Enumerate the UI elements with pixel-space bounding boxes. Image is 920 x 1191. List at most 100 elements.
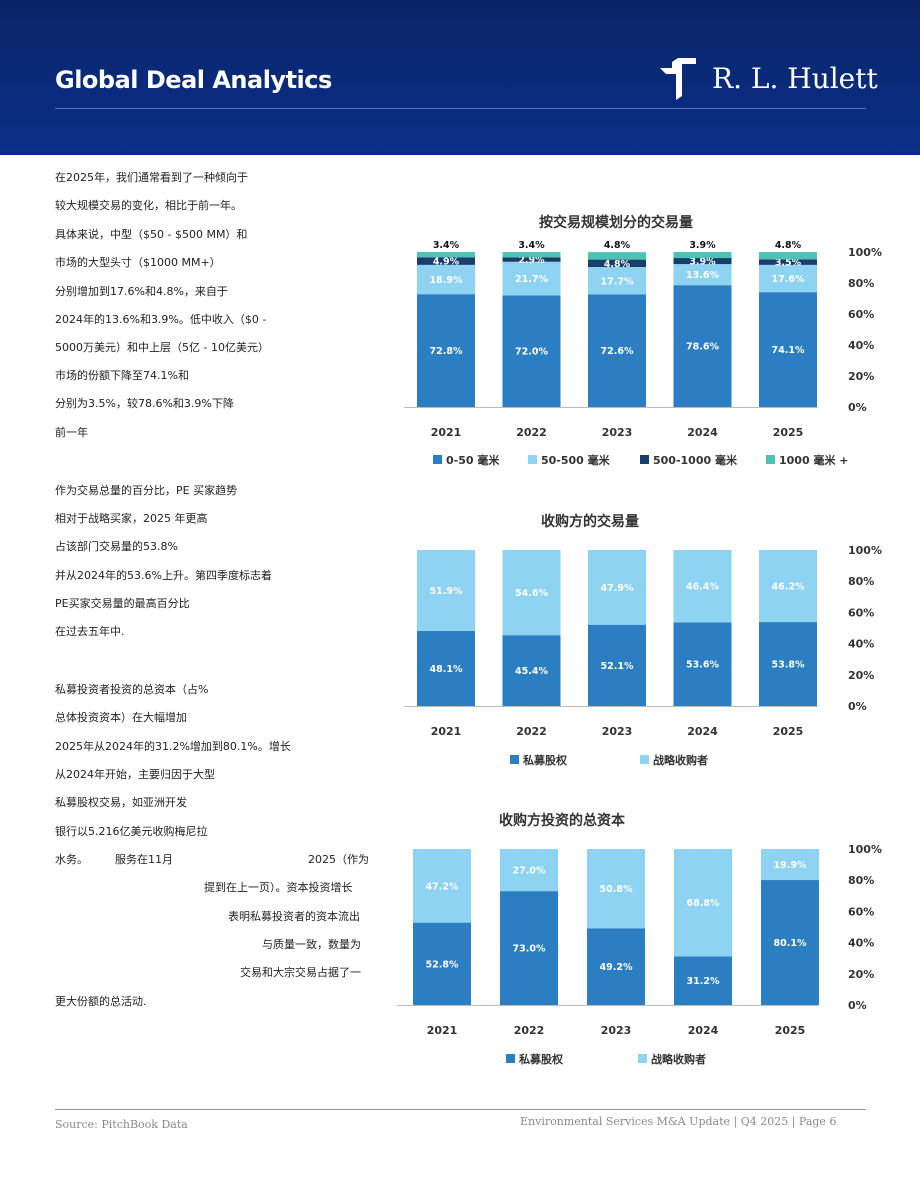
bar-segment — [413, 849, 471, 923]
bar-segment — [417, 257, 475, 265]
legend-swatch — [510, 755, 519, 764]
data-label: 17.7% — [601, 276, 634, 287]
legend-label: 0-50 毫米 — [446, 453, 500, 467]
data-label: 13.6% — [686, 270, 719, 281]
bar-segment — [502, 635, 561, 706]
bar-segment — [588, 259, 646, 268]
bar-segment — [500, 891, 558, 1005]
legend-label: 战略收购者 — [651, 1052, 706, 1066]
body-text-line: 私募投资者投资的总资本（占% — [55, 683, 209, 696]
x-tick-label: 2023 — [602, 725, 633, 738]
legend-label: 50-500 毫米 — [541, 453, 611, 467]
data-label: 47.2% — [426, 881, 459, 892]
y-tick-label: 80% — [848, 575, 874, 588]
data-label: 68.8% — [687, 898, 720, 909]
body-text-line: 总体投资资本）在大幅增加 — [55, 711, 187, 724]
body-text-line: 更大份额的总活动. — [55, 995, 147, 1008]
body-text-line: 并从2024年的53.6%上升。第四季度标志着 — [55, 569, 272, 582]
bar-segment — [674, 849, 732, 957]
y-tick-label: 60% — [848, 606, 874, 619]
x-tick-label: 2024 — [687, 725, 718, 738]
body-text-line: 2025年从2024年的31.2%增加到80.1%。增长 — [55, 740, 291, 753]
bar-segment — [673, 258, 732, 265]
bar-segment — [588, 252, 646, 260]
bar-segment — [500, 849, 558, 892]
data-label: 53.8% — [772, 660, 805, 671]
data-label: 4.8% — [775, 240, 802, 251]
bar-segment — [502, 295, 561, 407]
footer-page-info: Environmental Services M&A Update | Q4 2… — [520, 1115, 837, 1128]
bar-segment — [502, 252, 561, 258]
footer-source: Source: PitchBook Data — [55, 1118, 188, 1131]
body-text-line: 占该部门交易量的53.8% — [55, 540, 178, 553]
footer-divider — [55, 1109, 866, 1110]
y-tick-label: 100% — [848, 843, 882, 856]
data-label: 72.0% — [515, 347, 548, 358]
bar-segment — [502, 550, 561, 636]
bar-segment — [759, 252, 817, 260]
brand-name: R. L. Hulett — [712, 62, 878, 95]
chart-title: 收购方的交易量 — [541, 513, 639, 530]
y-tick-label: 40% — [848, 339, 874, 352]
y-tick-label: 20% — [848, 968, 874, 981]
data-label: 3.5% — [775, 258, 802, 269]
body-text-line: 市场的份额下降至74.1%和 — [55, 369, 189, 382]
bar-segment — [588, 267, 646, 295]
chart-title: 收购方投资的总资本 — [499, 812, 626, 829]
data-label: 46.2% — [772, 582, 805, 593]
data-label: 74.1% — [772, 345, 805, 356]
data-label: 53.6% — [686, 660, 719, 671]
body-text-line: 市场的大型头寸（$1000 MM+） — [55, 256, 221, 269]
page-title: Global Deal Analytics — [55, 66, 332, 94]
body-text-line: 水务。 — [55, 853, 88, 866]
bar-segment — [759, 622, 817, 706]
bar-segment — [673, 285, 732, 407]
bar-segment — [673, 550, 732, 623]
bar-segment — [759, 259, 817, 265]
chart-title: 按交易规模划分的交易量 — [539, 214, 693, 231]
x-tick-label: 2022 — [516, 426, 547, 439]
y-tick-label: 0% — [848, 999, 867, 1012]
x-tick-label: 2025 — [773, 426, 804, 439]
body-text-line: 从2024年开始，主要归因于大型 — [55, 768, 215, 781]
body-text-line: 服务在11月 — [115, 853, 173, 866]
bar-segment — [587, 928, 645, 1005]
x-tick-label: 2024 — [688, 1024, 719, 1037]
data-label: 47.9% — [601, 583, 634, 594]
bar-segment — [417, 252, 475, 258]
data-label: 3.9% — [689, 240, 716, 251]
legend-label: 1000 毫米 + — [779, 453, 849, 467]
bar-segment — [502, 257, 561, 262]
legend-swatch — [640, 755, 649, 764]
y-tick-label: 60% — [848, 308, 874, 321]
y-tick-label: 0% — [848, 700, 867, 713]
data-label: 4.9% — [433, 257, 460, 268]
data-label: 19.9% — [774, 860, 807, 871]
page-header: Global Deal Analytics R. L. Hulett — [0, 0, 920, 155]
bar-segment — [759, 550, 817, 623]
body-text-line: 交易和大宗交易占据了一 — [240, 966, 361, 979]
y-tick-label: 40% — [848, 937, 874, 950]
body-text-line: 前一年 — [55, 426, 88, 439]
data-label: 3.9% — [689, 257, 716, 268]
bar-segment — [417, 264, 475, 295]
data-label: 17.6% — [772, 274, 805, 285]
body-text-line: 5000万美元）和中上层（5亿 - 10亿美元） — [55, 341, 269, 354]
data-label: 50.8% — [600, 884, 633, 895]
data-label: 4.8% — [604, 259, 631, 270]
bar-segment — [417, 550, 475, 631]
legend-label: 500-1000 毫米 — [653, 453, 738, 467]
y-tick-label: 80% — [848, 277, 874, 290]
body-text-line: 分别增加到17.6%和4.8%，来自于 — [55, 285, 228, 298]
data-label: 4.8% — [604, 240, 631, 251]
body-text-line: 私募股权交易，如亚洲开发 — [55, 796, 187, 809]
data-label: 21.7% — [515, 274, 548, 285]
body-text-line: 分别为3.5%，较78.6%和3.9%下降 — [55, 397, 234, 410]
bar-segment — [674, 956, 732, 1005]
y-tick-label: 20% — [848, 370, 874, 383]
legend-swatch — [528, 455, 537, 464]
data-label: 78.6% — [686, 342, 719, 353]
data-label: 52.1% — [601, 661, 634, 672]
x-tick-label: 2022 — [516, 725, 547, 738]
